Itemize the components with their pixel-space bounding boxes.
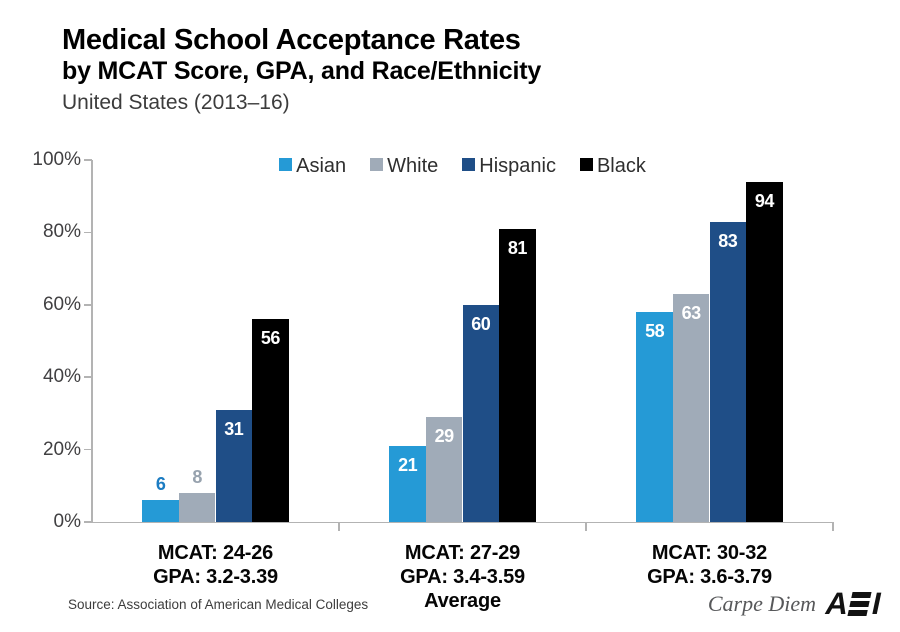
- legend-item-asian: Asian: [279, 155, 346, 178]
- y-axis-tick: [84, 448, 92, 451]
- chart-title-line2: by MCAT Score, GPA, and Race/Ethnicity: [62, 57, 542, 85]
- y-axis-tick-label: 40%: [42, 366, 81, 388]
- bar-value-label: 58: [645, 321, 665, 342]
- legend-swatch-icon: [462, 158, 476, 171]
- bar-hispanic-group3: [709, 221, 747, 522]
- legend-swatch-icon: [370, 158, 384, 171]
- bar-value-label: 60: [471, 313, 491, 334]
- bar-value-label: 81: [507, 237, 528, 258]
- y-axis-line: [91, 160, 93, 522]
- carpe-diem-tagline: Carpe Diem: [707, 591, 816, 616]
- y-axis-tick-label: 80%: [42, 221, 81, 243]
- bar-asian-group1: [142, 500, 179, 522]
- source-note: Source: Association of American Medical …: [68, 597, 369, 612]
- legend-item-black: Black: [579, 155, 646, 178]
- bar-white-group3: [672, 293, 710, 522]
- x-axis-line: [91, 521, 834, 523]
- y-axis-tick-label: 0%: [53, 511, 81, 532]
- x-category-label-line: GPA: 3.4-3.59: [400, 566, 525, 588]
- y-axis-tick: [84, 304, 92, 306]
- legend-label: White: [387, 155, 439, 177]
- bar-asian-group3: [636, 312, 673, 522]
- bar-value-label: 83: [718, 230, 738, 251]
- bar-black-group1: [252, 319, 289, 522]
- legend-swatch-icon: [579, 158, 593, 171]
- x-axis-tick: [832, 522, 834, 531]
- chart-title-line1: Medical School Acceptance Rates: [62, 24, 521, 56]
- bar-value-label: 29: [434, 426, 455, 447]
- aei-logo: A I: [822, 586, 883, 622]
- bar-value-label: 8: [192, 467, 202, 488]
- bar-value-label: 21: [398, 454, 418, 475]
- bar-value-label: 31: [224, 418, 244, 439]
- legend-item-white: White: [370, 155, 438, 178]
- bar-hispanic-group1: [215, 409, 253, 522]
- y-axis-tick: [84, 159, 92, 161]
- chart-legend: Asian White Hispanic Black: [92, 155, 833, 178]
- legend-item-hispanic: Hispanic: [462, 155, 556, 178]
- x-axis-tick: [585, 522, 587, 531]
- bar-value-label: 56: [260, 328, 281, 349]
- y-axis-tick: [84, 521, 92, 523]
- y-axis-tick-label: 100%: [32, 149, 81, 170]
- bar-asian-group2: [389, 445, 426, 522]
- x-category-label-line: MCAT: 24-26: [157, 542, 274, 564]
- x-category-label-line: MCAT: 27-29: [404, 542, 521, 564]
- y-axis-tick-label: 60%: [42, 293, 81, 315]
- bar-hispanic-group2: [462, 304, 500, 522]
- y-axis-tick: [84, 231, 92, 234]
- x-category-label: MCAT: 30-32 GPA: 3.6-3.79: [586, 541, 833, 589]
- x-category-label: MCAT: 27-29 GPA: 3.4-3.59 Average: [339, 541, 586, 613]
- legend-swatch-icon: [279, 158, 293, 171]
- x-category-label: MCAT: 24-26 GPA: 3.2-3.39: [92, 541, 339, 589]
- brand-area: Carpe Diem A I: [707, 586, 884, 622]
- bar-black-group2: [499, 228, 536, 522]
- x-category-label-line: GPA: 3.6-3.79: [647, 566, 772, 588]
- legend-label: Asian: [296, 155, 347, 177]
- bar-value-label: 94: [754, 190, 775, 211]
- x-category-label-line: Average: [424, 590, 501, 612]
- legend-label: Hispanic: [479, 155, 556, 177]
- x-category-label-line: MCAT: 30-32: [651, 542, 768, 564]
- bar-value-label: 63: [681, 302, 702, 323]
- legend-label: Black: [596, 155, 646, 177]
- x-axis-tick: [338, 522, 340, 531]
- chart-subtitle: United States (2013–16): [62, 91, 290, 114]
- y-axis-tick: [84, 376, 92, 378]
- bar-black-group3: [746, 181, 783, 522]
- aei-logo-letter-a: A: [822, 586, 852, 621]
- aei-logo-e-bars-icon: [847, 592, 872, 616]
- bar-white-group2: [425, 417, 463, 522]
- x-category-label-line: GPA: 3.2-3.39: [153, 566, 278, 588]
- y-axis-tick-label: 20%: [42, 438, 81, 460]
- bar-value-label: 6: [155, 474, 166, 495]
- bar-white-group1: [178, 493, 216, 522]
